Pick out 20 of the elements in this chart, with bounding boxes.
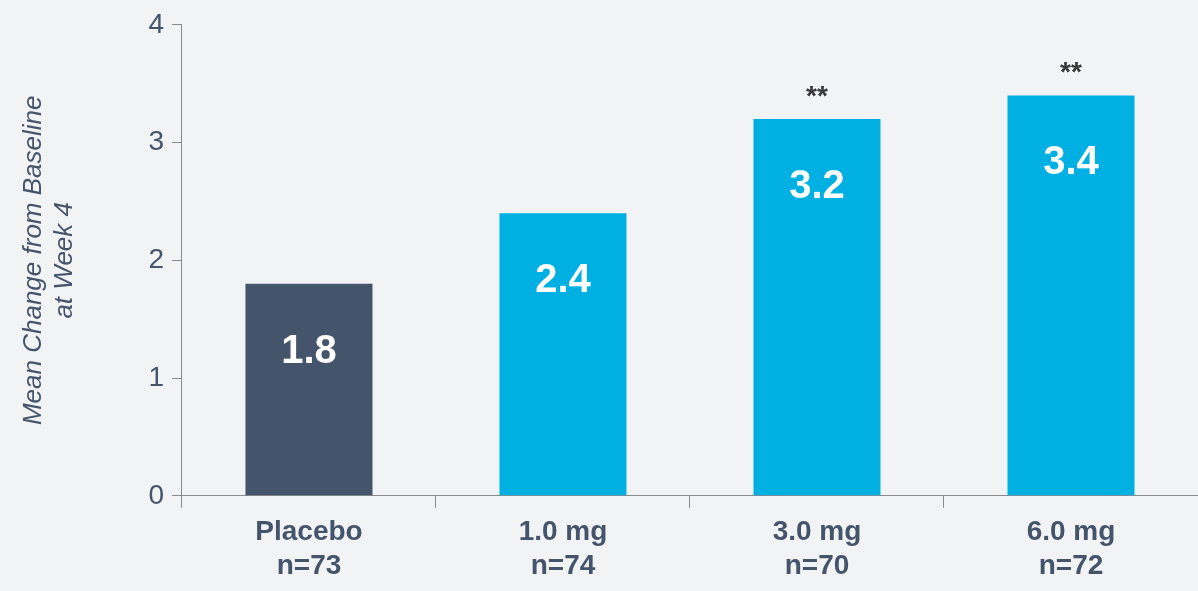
y-axis-title: Mean Change from Baseline at Week 4 bbox=[16, 95, 79, 426]
y-tick-label: 1 bbox=[148, 360, 164, 392]
data-label: 3.4 bbox=[1043, 138, 1100, 183]
x-tick-label: 6.0 mg n=72 bbox=[1026, 515, 1116, 580]
data-label: 3.2 bbox=[789, 162, 845, 207]
x-tick-label: 1.0 mg n=74 bbox=[518, 515, 608, 580]
x-tick-label: 3.0 mg n=70 bbox=[772, 515, 862, 580]
bar bbox=[499, 213, 627, 496]
data-label: 2.4 bbox=[535, 256, 592, 301]
bar bbox=[753, 119, 881, 496]
x-tick-label: Placebo n=73 bbox=[255, 515, 363, 580]
data-label: 1.8 bbox=[281, 326, 337, 371]
y-tick-label: 4 bbox=[148, 7, 164, 39]
y-tick-label: 2 bbox=[148, 243, 164, 275]
bar bbox=[245, 283, 373, 496]
bar bbox=[1007, 95, 1135, 496]
annotation: ** bbox=[806, 79, 828, 111]
y-tick-label: 0 bbox=[148, 478, 164, 510]
annotation: ** bbox=[1060, 56, 1082, 88]
y-tick-label: 3 bbox=[148, 125, 164, 157]
